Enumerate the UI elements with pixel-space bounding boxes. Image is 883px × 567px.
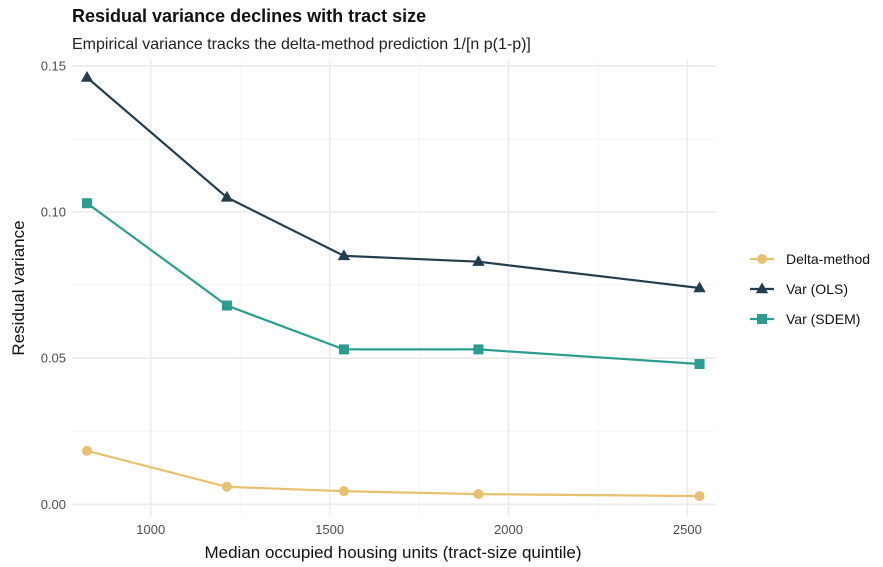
grid-major [72,60,716,516]
data-point-var-sdem [338,344,349,355]
x-tick-label: 1000 [136,522,165,537]
y-tick-label: 0.10 [41,205,66,220]
legend-key-marker [757,254,767,264]
x-tick-label: 2500 [673,522,702,537]
series-layer [80,71,706,502]
y-axis-label: Residual variance [9,220,28,355]
x-axis-label: Median occupied housing units (tract-siz… [204,543,581,562]
chart-subtitle: Empirical variance tracks the delta-meth… [72,36,531,53]
y-axis-ticks: 0.00 0.05 0.10 0.15 [41,58,66,511]
data-point-delta-method [221,481,232,492]
series-var-sdem [82,198,705,369]
legend-item-var-sdem: Var (SDEM) [750,311,860,327]
legend-label: Var (SDEM) [786,311,860,327]
legend-key-marker [757,314,767,324]
series-line-var-ols [86,76,700,290]
data-point-var-ols [337,249,351,261]
y-tick-label: 0.15 [41,58,66,73]
legend: Delta-method Var (OLS) Var (SDEM) [750,251,870,327]
data-point-delta-method [694,491,705,502]
data-point-var-ols [693,281,706,293]
series-delta-method [82,445,705,502]
series-line-delta-method [86,449,700,498]
series-line-var-sdem [86,202,700,366]
y-tick-label: 0.05 [41,351,66,366]
legend-key-marker [755,282,769,294]
data-point-var-ols [80,71,94,82]
legend-label: Var (OLS) [786,281,848,297]
legend-item-delta-method: Delta-method [750,251,870,267]
x-tick-label: 2000 [494,522,523,537]
data-point-var-sdem [82,198,93,209]
data-point-delta-method [338,486,349,497]
series-var-ols [80,71,706,293]
data-point-delta-method [473,489,484,500]
legend-item-var-ols: Var (OLS) [750,281,848,297]
data-point-var-ols [472,255,485,266]
data-point-var-ols [220,190,234,202]
grid-minor [72,60,716,516]
data-point-var-sdem [694,359,705,369]
data-point-var-sdem [221,300,232,311]
chart-title: Residual variance declines with tract si… [72,6,426,26]
x-tick-label: 1500 [315,522,344,537]
data-point-var-sdem [473,344,484,355]
legend-label: Delta-method [786,251,870,267]
data-point-delta-method [82,445,93,456]
x-axis-ticks: 1000 1500 2000 2500 [136,522,702,537]
y-tick-label: 0.00 [41,497,66,512]
